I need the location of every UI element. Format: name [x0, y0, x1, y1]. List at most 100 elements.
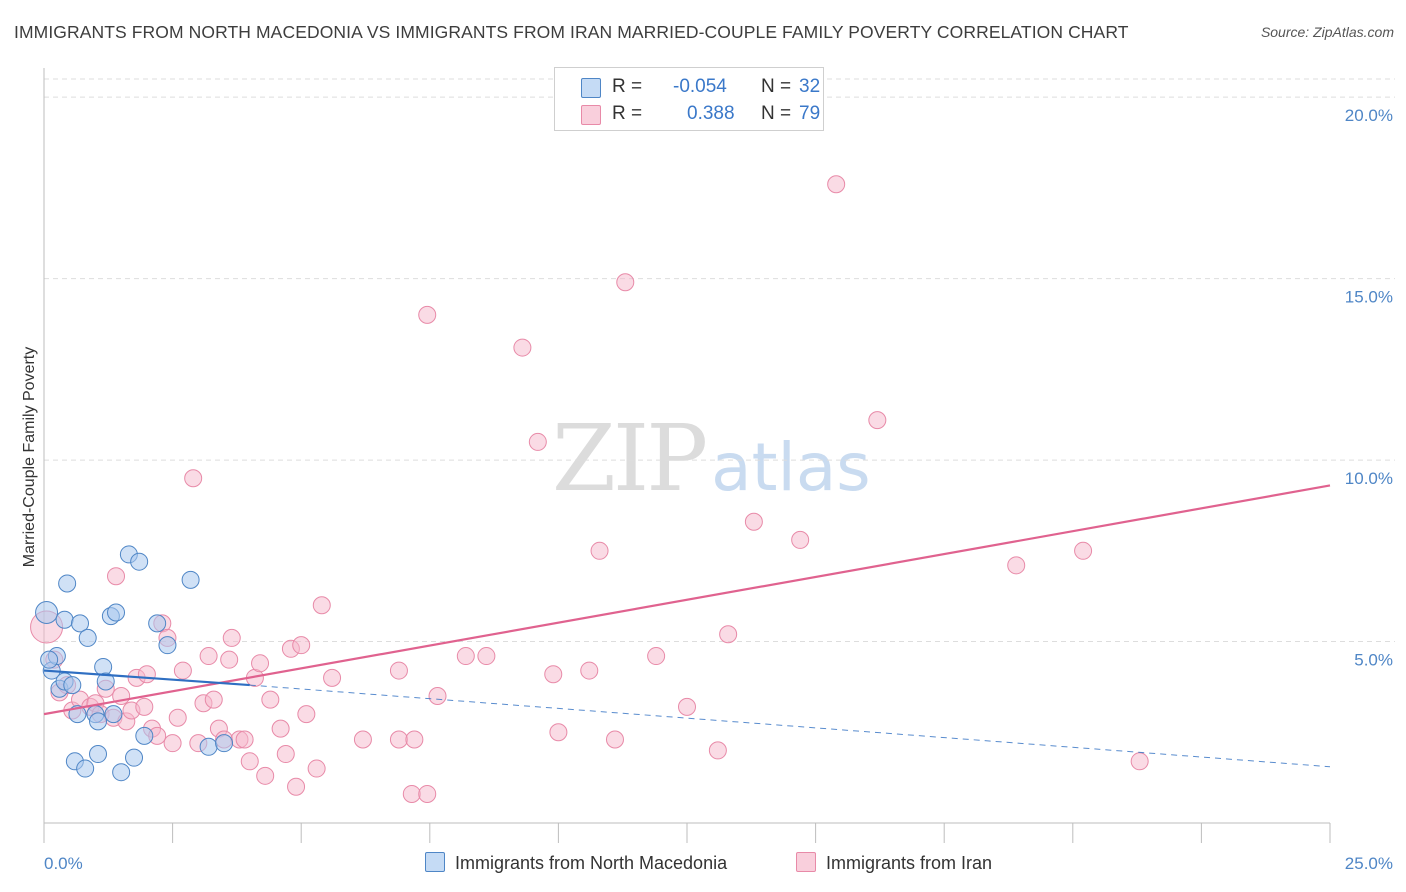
iran-point [261, 690, 280, 709]
iran-point [292, 636, 311, 655]
tick-labels: 5.0% 10.0% 15.0% 20.0% 0.0% 25.0% [44, 106, 1393, 873]
bottom-legend-north-macedonia: Immigrants from North Macedonia [425, 852, 727, 874]
iran-points [30, 175, 1149, 803]
trend-lines [43, 484, 1331, 768]
north-macedonia-point [35, 601, 59, 625]
iran-point [868, 411, 887, 430]
north-macedonia-point [215, 734, 234, 753]
x-tick-label: 25.0% [1345, 854, 1393, 873]
iran-point [418, 305, 437, 324]
iran-point [184, 469, 203, 488]
iran-point [791, 530, 810, 549]
legend-n-label: N = [761, 103, 792, 124]
iran-point [199, 647, 218, 666]
north-macedonia-point [181, 570, 200, 589]
legend-n-label: N = [761, 76, 792, 97]
iran-point [405, 730, 424, 749]
iran-point [428, 686, 447, 705]
watermark-zip: ZIP [552, 405, 708, 512]
iran-point [240, 752, 259, 771]
iran-point [137, 665, 156, 684]
watermark-atlas: atlas [711, 429, 871, 506]
legend-swatch-pink [581, 105, 601, 125]
y-tick-label: 15.0% [1345, 288, 1393, 307]
x-tick-label: 0.0% [44, 854, 83, 873]
y-tick-label: 20.0% [1345, 106, 1393, 125]
iran-point [590, 541, 609, 560]
iran-point [605, 730, 624, 749]
north-macedonia-point [104, 705, 123, 724]
iran-point [528, 432, 547, 451]
iran-point [418, 784, 437, 803]
north-macedonia-point [125, 748, 144, 767]
north-macedonia-trend-extension [249, 684, 1331, 768]
north-macedonia-point [96, 672, 115, 691]
bottom-legend-label: Immigrants from North Macedonia [455, 853, 728, 873]
north-macedonia-point [112, 763, 131, 782]
iran-point [271, 719, 290, 738]
iran-point [744, 512, 763, 531]
north-macedonia-point [89, 712, 108, 731]
north-macedonia-point [55, 610, 74, 629]
iran-point [163, 734, 182, 753]
bottom-legend-swatch-blue [425, 852, 445, 872]
iran-point [477, 647, 496, 666]
iran-point [235, 730, 254, 749]
legend-swatch-blue [581, 78, 601, 98]
correlation-legend: R = -0.054 N = 32 R = 0.388 N = 79 [554, 67, 824, 131]
iran-point [107, 567, 126, 586]
legend-r-label: R = [612, 103, 643, 124]
iran-point [402, 784, 421, 803]
iran-point [312, 596, 331, 615]
grid-lines [44, 78, 1395, 643]
iran-point [287, 777, 306, 796]
iran-point [222, 628, 241, 647]
north-macedonia-point [78, 628, 97, 647]
legend-n-value: 79 [799, 103, 821, 124]
north-macedonia-points [35, 545, 234, 782]
y-tick-label: 5.0% [1354, 651, 1393, 670]
iran-point [353, 730, 372, 749]
iran-point [678, 697, 696, 716]
iran-point [1130, 752, 1149, 771]
legend-r-value: 0.388 [687, 103, 735, 124]
bottom-legend-swatch-pink [796, 852, 816, 872]
north-macedonia-point [148, 614, 167, 633]
iran-point [708, 741, 727, 760]
iran-point [549, 723, 568, 742]
north-macedonia-point [58, 574, 77, 593]
iran-point [513, 338, 532, 357]
zipatlas-watermark: ZIPatlas [552, 405, 871, 512]
north-macedonia-point [130, 552, 149, 571]
iran-point [580, 661, 599, 680]
iran-point [256, 766, 275, 785]
north-macedonia-point [135, 726, 154, 745]
iran-point [307, 759, 326, 778]
bottom-legend-label: Immigrants from Iran [826, 853, 993, 873]
north-macedonia-trend-line [43, 669, 250, 687]
iran-point [827, 175, 846, 194]
iran-point [719, 625, 738, 644]
iran-point [544, 665, 563, 684]
iran-point [168, 708, 187, 727]
iran-trend-line [43, 484, 1331, 716]
axes [43, 68, 1331, 843]
iran-point [616, 273, 635, 292]
iran-point [297, 705, 316, 724]
north-macedonia-point [63, 676, 82, 695]
legend-r-label: R = [612, 76, 643, 97]
iran-point [173, 661, 192, 680]
legend-r-value: -0.054 [673, 76, 727, 97]
iran-point [389, 661, 408, 680]
north-macedonia-point [107, 603, 126, 622]
north-macedonia-point [89, 745, 108, 764]
iran-point [1074, 541, 1093, 560]
iran-point [135, 697, 154, 716]
north-macedonia-point [40, 650, 59, 669]
iran-point [647, 647, 666, 666]
iran-point [220, 650, 239, 669]
y-axis-label: Married-Couple Family Poverty [21, 347, 38, 568]
iran-point [204, 690, 223, 709]
north-macedonia-point [71, 614, 90, 633]
iran-point [456, 647, 475, 666]
